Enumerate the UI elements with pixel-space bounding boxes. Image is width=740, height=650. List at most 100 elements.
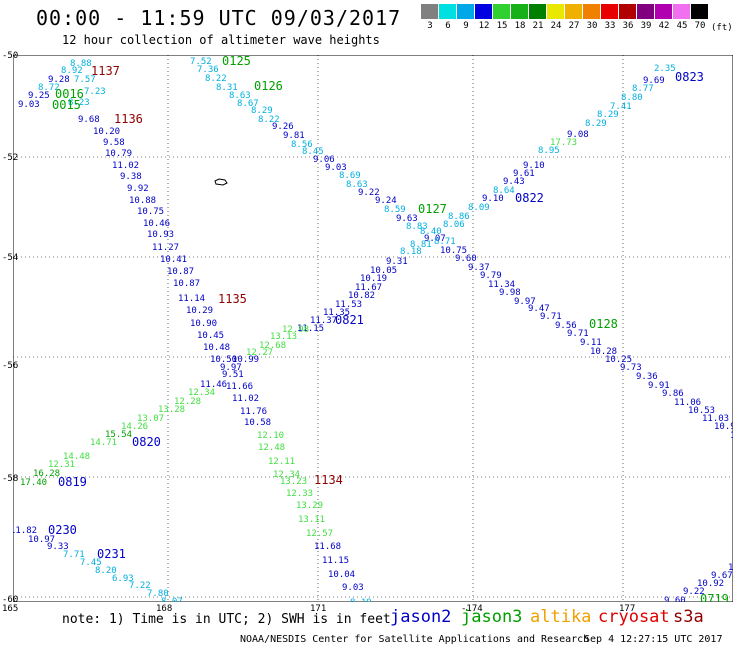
wave-height-label: 9.22 xyxy=(358,188,380,198)
wave-height-label: 13.23 xyxy=(280,477,307,487)
wave-height-label: 8.18 xyxy=(400,247,422,257)
swatch-label: 27 xyxy=(568,21,580,31)
wave-height-label: 8.06 xyxy=(443,220,465,230)
wave-height-label: 10.90 xyxy=(190,319,217,329)
swatch-color xyxy=(637,4,655,19)
wave-height-label: 9.06 xyxy=(313,155,335,165)
wave-height-label: 9.86 xyxy=(662,389,684,399)
wave-height-label: 8.23 xyxy=(68,98,90,108)
mission-legend-item: s3a xyxy=(673,607,704,627)
mission-legend-item: altika xyxy=(530,607,592,627)
wave-height-label: 12.34 xyxy=(188,388,215,398)
wave-height-label: 10.29 xyxy=(186,306,213,316)
wave-height-label: 8.22 xyxy=(205,74,227,84)
wave-height-label: 10.46 xyxy=(143,219,170,229)
wave-height-label: 9.10 xyxy=(482,194,504,204)
wave-height-label: 10.28 xyxy=(590,347,617,357)
wave-height-map[interactable]: 8.888.929.28 7.578.729.259.03 8.237.239.68… xyxy=(13,55,733,602)
wave-height-label: 14.71 xyxy=(90,438,117,448)
wave-height-label: 9.60 xyxy=(455,254,477,264)
wave-height-label: 10.87 xyxy=(167,267,194,277)
pass-time-label: 1134 xyxy=(314,473,343,487)
mission-legend-item: jason3 xyxy=(461,607,523,627)
wave-height-label: 12.57 xyxy=(306,529,333,539)
wave-height-label: 10.50 xyxy=(210,355,237,365)
pass-time-label: 0230 xyxy=(48,523,77,537)
pass-time-label: 0128 xyxy=(589,317,618,331)
wave-height-label: 6.93 xyxy=(112,574,134,584)
swatch-color xyxy=(439,4,457,19)
wave-height-label: 11.53 xyxy=(335,300,362,310)
pass-time-label: 0719 xyxy=(700,592,729,602)
wave-height-label: 9.03 xyxy=(325,163,347,173)
color-scale-swatch: 12 xyxy=(475,4,493,33)
wave-height-label: 8.56 xyxy=(291,140,313,150)
wave-height-label: 9.36 xyxy=(636,372,658,382)
wave-height-label: 7.52 xyxy=(190,57,212,67)
wave-height-label: 9.28 xyxy=(48,75,70,85)
wave-height-label: 9.98 xyxy=(499,288,521,298)
wave-height-label: 10.99 xyxy=(232,355,259,365)
color-scale-swatch: 24 xyxy=(547,4,565,33)
wave-height-label: 8.31 xyxy=(216,83,238,93)
pass-time-label: 0127 xyxy=(418,202,447,216)
wave-height-label: 8.64 xyxy=(493,186,515,196)
swatch-color xyxy=(565,4,583,19)
wave-height-label: 9.81 xyxy=(283,131,305,141)
wave-height-label: 7.80 xyxy=(147,589,169,599)
wave-height-label: 9.61 xyxy=(513,169,535,179)
swatch-color xyxy=(511,4,529,19)
color-scale-swatch: 36 xyxy=(619,4,637,33)
latitude-label: -58 xyxy=(2,474,19,484)
wave-height-label: 8.20 xyxy=(95,566,117,576)
longitude-label: 171 xyxy=(310,604,327,614)
wave-height-label: 8.67 xyxy=(237,99,259,109)
wave-height-label: 9.38 xyxy=(120,172,142,182)
wave-height-label: 10 xyxy=(728,563,733,573)
swatch-label: 45 xyxy=(676,21,688,31)
pass-time-label: 0821 xyxy=(335,313,364,327)
wave-height-label: 8.59 xyxy=(384,205,406,215)
wave-height-label: 8.19 xyxy=(350,598,372,602)
color-scale-swatch: 70 xyxy=(691,4,709,33)
wave-height-label: 10.53 xyxy=(688,406,715,416)
wave-height-label: 10.92 xyxy=(697,579,724,589)
swatch-label: 9 xyxy=(463,21,469,31)
wave-height-label: 10.97 xyxy=(28,535,55,545)
wave-height-label: 13.28 xyxy=(158,405,185,415)
wave-height-label: 7.23 xyxy=(84,87,106,97)
latitude-label: -54 xyxy=(2,253,19,263)
page-title: 00:00 - 11:59 UTC 09/03/2017 xyxy=(36,6,402,30)
wave-height-label: 14.48 xyxy=(63,452,90,462)
wave-height-label: 11.02 xyxy=(232,394,259,404)
wave-height-label: 7.22 xyxy=(129,581,151,591)
wave-height-label: 12.27 xyxy=(246,348,273,358)
mission-legend-item: jason2 xyxy=(390,607,452,627)
wave-height-label: 11.06 xyxy=(674,398,701,408)
wave-height-label: 11.15 xyxy=(297,324,324,334)
wave-height-label: 10.82 xyxy=(348,291,375,301)
latitude-label: -52 xyxy=(2,153,19,163)
wave-height-label: 9.67 xyxy=(711,571,733,581)
wave-height-label: 10.05 xyxy=(370,266,397,276)
wave-height-label: 9.24 xyxy=(375,196,397,206)
wave-height-label: 13.11 xyxy=(298,515,325,525)
longitude-label: 165 xyxy=(2,604,19,614)
wave-height-label: 12.28 xyxy=(174,397,201,407)
wave-height-label: 11.03 xyxy=(702,414,729,424)
wave-height-label: 11.35 xyxy=(323,308,350,318)
swatch-label: 30 xyxy=(586,21,598,31)
wave-height-label: 7.57 xyxy=(74,75,96,85)
color-scale-swatch: 33 xyxy=(601,4,619,33)
color-scale-swatch: 45 xyxy=(673,4,691,33)
footer-note: note: 1) Time is in UTC; 2) SWH is in fe… xyxy=(62,612,391,627)
wave-height-label: 7.41 xyxy=(610,102,632,112)
map-grid xyxy=(13,55,733,602)
wave-height-label: 12.31 xyxy=(48,460,75,470)
swatch-label: 33 xyxy=(604,21,616,31)
wave-height-label: 9.73 xyxy=(620,363,642,373)
wave-height-label: 10.04 xyxy=(328,570,355,580)
wave-height-label: 9.68 xyxy=(78,115,100,125)
wave-height-label: 9.03 xyxy=(342,583,364,593)
wave-height-label: 13.07 xyxy=(137,414,164,424)
